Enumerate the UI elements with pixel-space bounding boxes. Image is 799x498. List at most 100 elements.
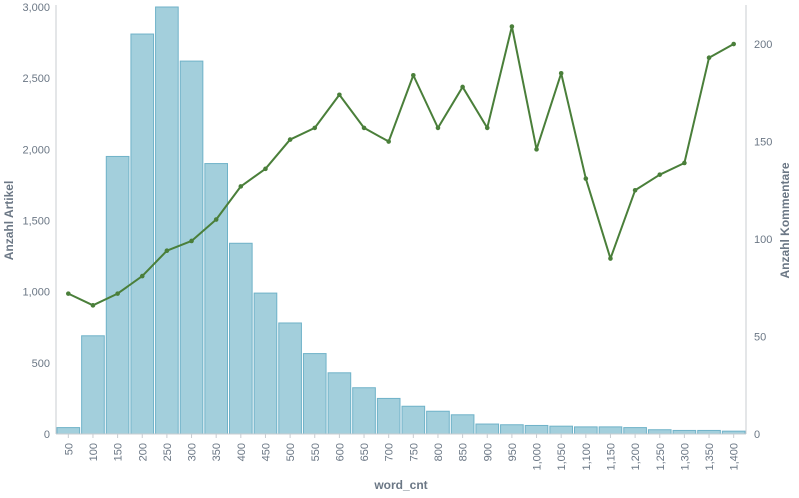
- line-point-1,400: [731, 41, 736, 47]
- x-tick-label: 500: [285, 443, 297, 461]
- x-tick-label: 450: [260, 443, 272, 461]
- x-tick-label: 1,400: [729, 443, 741, 471]
- bar-1,250: [647, 429, 672, 435]
- bar-1,200: [623, 427, 647, 435]
- bar-450: [253, 292, 278, 435]
- bar-850: [450, 414, 475, 435]
- bar-1,150: [598, 426, 623, 435]
- y-right-tick-label: 100: [754, 234, 772, 246]
- line-point-750: [411, 72, 416, 78]
- bar-650: [352, 387, 376, 435]
- line-point-1,050: [558, 70, 564, 76]
- y-left-tick-label: 2,500: [22, 73, 50, 85]
- y-left-axis-title: Anzahl Artikel: [2, 181, 16, 261]
- line-point-250: [164, 248, 170, 254]
- bar-400: [229, 242, 253, 435]
- line-point-800: [435, 125, 441, 131]
- line-point-1,100: [583, 176, 589, 181]
- y-left-tick-label: 1,000: [22, 287, 50, 299]
- line-point-150: [115, 291, 120, 296]
- line-point-550: [312, 125, 318, 131]
- bar-600: [327, 372, 352, 435]
- x-tick-label: 250: [162, 443, 174, 461]
- bar-300: [179, 60, 204, 435]
- line-point-1,300: [682, 160, 687, 166]
- bar-500: [278, 322, 302, 435]
- x-tick-label: 300: [187, 443, 199, 461]
- x-tick-label: 700: [384, 443, 396, 461]
- line-point-650: [361, 125, 367, 131]
- y-right-tick-label: 150: [754, 137, 772, 149]
- x-tick-label: 850: [458, 443, 470, 461]
- y-left-tick-label: 0: [44, 429, 50, 441]
- y-left-tick-label: 500: [32, 358, 50, 370]
- bar-100: [81, 335, 105, 435]
- x-tick-label: 1,200: [630, 443, 642, 471]
- x-tick-label: 400: [236, 443, 248, 461]
- line-point-900: [484, 125, 490, 131]
- line-point-400: [238, 184, 244, 189]
- bar-200: [130, 33, 155, 435]
- line-point-950: [509, 24, 515, 29]
- line-point-600: [337, 92, 342, 98]
- y-right-axis-title: Anzahl Kommentare: [778, 162, 792, 278]
- y-left-tick-label: 3,000: [22, 2, 50, 14]
- x-tick-label: 650: [359, 443, 371, 461]
- x-tick-label: 1,250: [655, 443, 667, 471]
- x-tick-label: 950: [507, 443, 519, 461]
- x-ticks: 50 100 150 200 250 300 350 400 450 500 550 600 650 70…: [63, 434, 741, 471]
- bar-350: [204, 163, 228, 435]
- y-right-ticks: 0 50 100 150 200: [754, 39, 772, 441]
- bar-900: [475, 423, 500, 435]
- x-tick-label: 750: [408, 443, 420, 461]
- line-point-350: [213, 217, 219, 222]
- bar-750: [401, 405, 426, 435]
- line-point-100: [90, 303, 96, 308]
- line-point-1,150: [608, 256, 613, 261]
- y-right-tick-label: 0: [754, 429, 760, 441]
- y-right-tick-label: 50: [754, 332, 766, 344]
- line-point-300: [189, 238, 194, 244]
- x-tick-label: 1,100: [581, 443, 593, 471]
- x-tick-label: 1,300: [679, 443, 691, 471]
- x-tick-label: 350: [211, 443, 223, 461]
- y-left-tick-label: 1,500: [22, 216, 50, 228]
- x-tick-label: 1,150: [605, 443, 617, 471]
- bar-1,350: [697, 429, 721, 435]
- bar-250: [155, 6, 179, 435]
- y-right-tick-label: 200: [754, 39, 772, 51]
- bar-series: [56, 6, 746, 435]
- line-point-500: [287, 137, 293, 142]
- line-point-1,000: [534, 147, 539, 152]
- comments-line: [67, 25, 735, 307]
- bar-950: [500, 424, 524, 435]
- line-point-700: [386, 139, 391, 144]
- line-point-200: [139, 273, 145, 279]
- line-point-850: [460, 84, 465, 90]
- x-tick-label: 600: [334, 443, 346, 461]
- bar-800: [426, 410, 450, 435]
- y-left-ticks: 0 500 1,000 1,500 2,000 2,500 3,000: [22, 2, 50, 441]
- x-tick-label: 200: [137, 443, 149, 461]
- x-tick-label: 900: [482, 443, 494, 461]
- bar-1,300: [672, 429, 697, 435]
- x-tick-label: 150: [113, 443, 125, 461]
- bar-1,050: [549, 425, 573, 435]
- line-point-50: [66, 291, 71, 296]
- x-tick-label: 1,000: [532, 443, 544, 471]
- line-point-1,350: [706, 55, 712, 60]
- line-series: [66, 24, 736, 308]
- x-tick-label: 800: [433, 443, 445, 461]
- axes: [55, 5, 747, 435]
- line-point-1,200: [632, 187, 638, 193]
- bar-50: [56, 427, 81, 435]
- x-tick-label: 1,350: [704, 443, 716, 471]
- x-tick-label: 50: [63, 443, 75, 455]
- bar-550: [302, 353, 327, 435]
- y-left-tick-label: 2,000: [22, 144, 50, 156]
- x-axis-title: word_cnt: [373, 478, 427, 492]
- x-tick-label: 550: [310, 443, 322, 461]
- x-tick-label: 100: [88, 443, 100, 461]
- bar-1,000: [524, 424, 549, 435]
